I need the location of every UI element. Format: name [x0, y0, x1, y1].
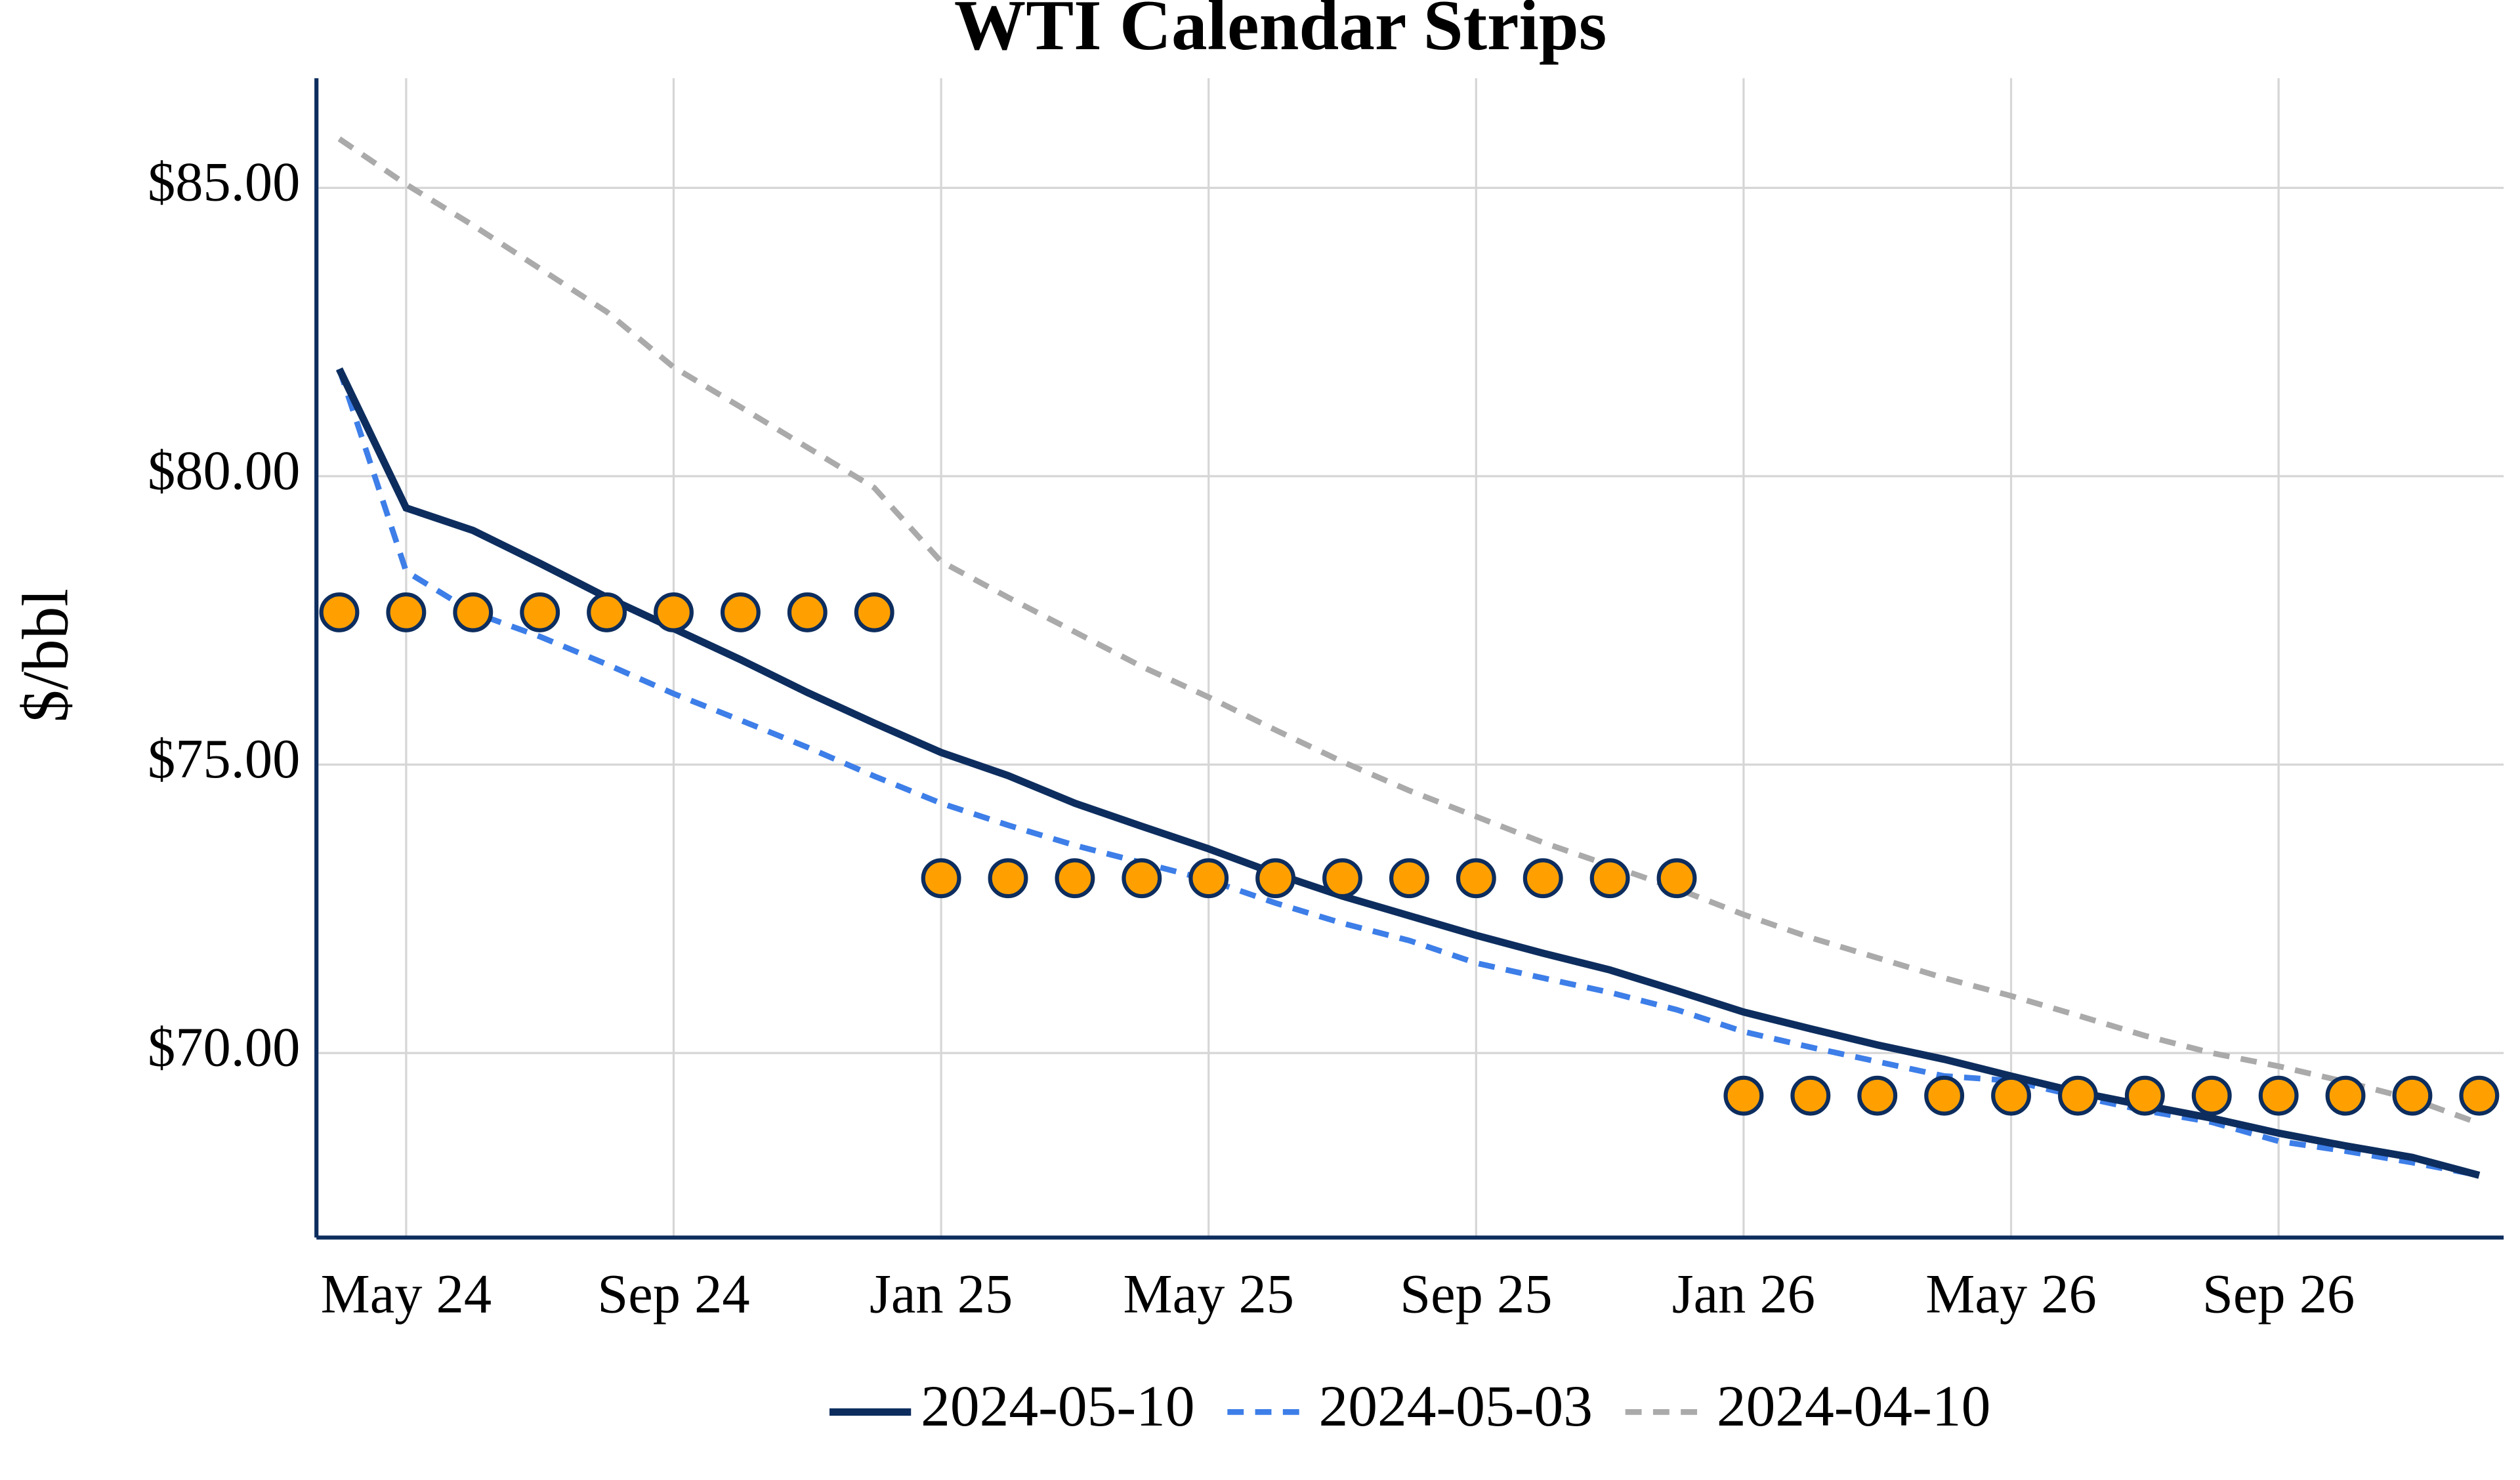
strip-marker	[988, 858, 1028, 899]
strip-marker	[1790, 1075, 1831, 1116]
legend-label: 2024-04-10	[1717, 1374, 1990, 1439]
y-axis-label: $/bbl	[9, 588, 81, 722]
strip-marker	[1255, 858, 1296, 899]
y-tick-label: $70.00	[148, 1017, 300, 1078]
strip-marker	[1055, 858, 1095, 899]
x-tick-label: May 26	[1925, 1264, 2097, 1325]
series-line	[337, 136, 2481, 1126]
x-tick-label: Sep 26	[2202, 1264, 2355, 1325]
series-line	[335, 367, 2481, 1179]
strip-marker	[1656, 858, 1697, 899]
x-tick-label: Sep 25	[1400, 1264, 1552, 1325]
strip-marker	[1589, 858, 1630, 899]
strip-marker	[921, 858, 961, 899]
strip-marker	[2392, 1075, 2433, 1116]
strip-marker	[654, 592, 694, 632]
strip-marker	[2191, 1075, 2232, 1116]
legend: 2024-05-10 2024-05-03 2024-04-10	[829, 1374, 1990, 1439]
series-line	[336, 368, 2480, 1178]
y-tick-label: $80.00	[148, 440, 300, 501]
x-tick-label: May 25	[1123, 1264, 1294, 1325]
strip-marker	[854, 592, 894, 632]
strip-marker	[1188, 858, 1229, 899]
chart-title: WTI Calendar Strips	[954, 0, 1606, 65]
strip-marker	[2124, 1075, 2165, 1116]
x-tick-label: Jan 25	[870, 1264, 1013, 1325]
strip-marker	[1522, 858, 1563, 899]
x-tick-label: May 24	[321, 1264, 492, 1325]
strip-marker	[787, 592, 828, 632]
strip-marker	[587, 592, 627, 632]
strip-marker	[1857, 1075, 1898, 1116]
strip-marker	[386, 592, 427, 632]
strip-marker	[1723, 1075, 1764, 1116]
strip-marker	[2325, 1075, 2366, 1116]
strip-marker	[2057, 1075, 2098, 1116]
strip-marker	[520, 592, 560, 632]
strip-marker	[1389, 858, 1429, 899]
y-tick-label: $85.00	[148, 152, 300, 213]
strip-marker	[1122, 858, 1162, 899]
x-tick-label: Sep 24	[597, 1264, 749, 1325]
strip-marker	[2459, 1075, 2500, 1116]
x-tick-label: Jan 26	[1672, 1264, 1815, 1325]
strip-marker	[1924, 1075, 1965, 1116]
legend-label: 2024-05-10	[921, 1374, 1194, 1439]
strip-marker	[319, 592, 360, 632]
legend-label: 2024-05-03	[1319, 1374, 1593, 1439]
strip-marker	[1991, 1075, 2031, 1116]
strip-marker	[2258, 1075, 2299, 1116]
strip-marker	[1322, 858, 1362, 899]
y-tick-label: $75.00	[148, 729, 300, 790]
strip-marker	[720, 592, 761, 632]
strip-marker	[1456, 858, 1496, 899]
strip-marker	[453, 592, 494, 632]
